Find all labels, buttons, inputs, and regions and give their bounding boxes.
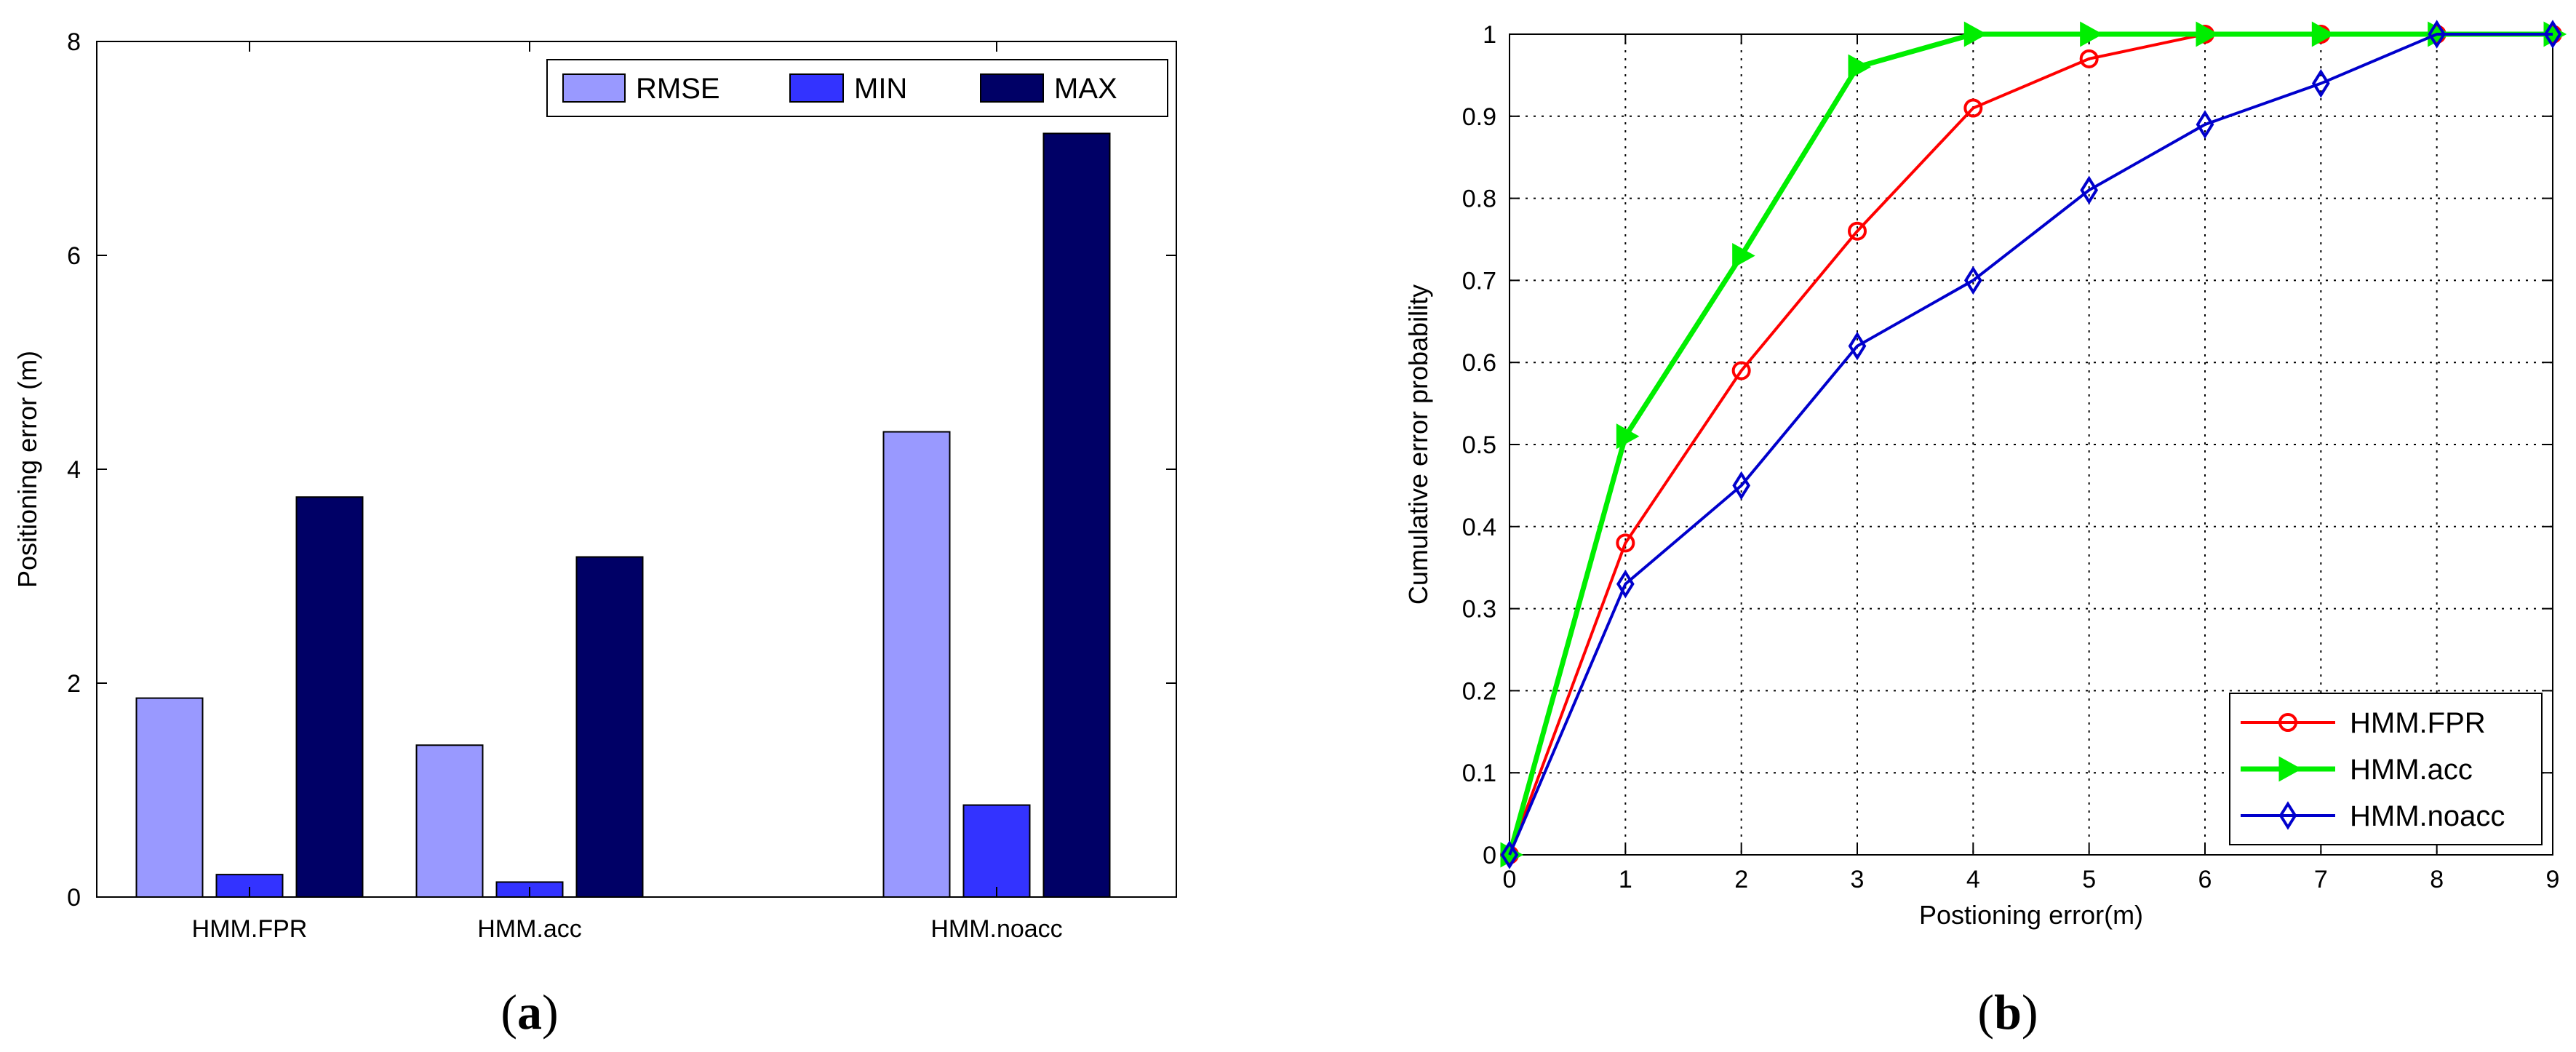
y-tick-label: 0.2 [1462,677,1496,705]
x-axis-label: Postioning error(m) [1919,900,2143,930]
legend-swatch-rmse [562,73,626,103]
data-point-hmm-noacc [1732,471,1751,501]
y-tick-label: 0.6 [1462,349,1496,377]
data-point-hmm-acc [2311,21,2335,47]
caption-b: (b) [1977,984,2038,1040]
x-tick-label: 2 [1734,866,1748,893]
data-point-hmm-noacc [2543,20,2562,49]
data-point-hmm-noacc [1500,840,1519,869]
legend-label-hmm-noacc: HMM.noacc [2350,800,2505,832]
y-tick-label: 0.1 [1462,760,1496,787]
data-point-hmm-noacc [2311,68,2330,98]
y-tick-label: 2 [67,670,81,698]
data-point-hmm-acc [1732,243,1755,269]
y-tick-label: 4 [67,456,81,484]
y-axis-label: Positioning error (m) [12,351,42,588]
caption-a: (a) [501,984,558,1040]
data-point-hmm-noacc [1616,569,1635,599]
legend-marker-hmm-fpr [2278,713,2297,732]
data-point-hmm-fpr [1848,221,1867,241]
data-point-hmm-noacc [2428,20,2447,49]
y-tick-label: 0.8 [1462,186,1496,213]
legend-label-hmm-acc: HMM.acc [2350,754,2473,786]
legend-marker-hmm-acc [2278,756,2302,782]
x-tick-label: 8 [2430,866,2444,893]
data-point-hmm-acc [1848,54,1872,80]
y-tick-label: 0.4 [1462,514,1496,541]
y-tick-label: 0.5 [1462,431,1496,459]
y-tick-label: 8 [67,28,81,56]
x-tick-label: HMM.acc [477,915,582,943]
data-point-hmm-acc [2080,21,2103,47]
data-point-hmm-noacc [1848,331,1867,361]
data-point-hmm-fpr [1963,98,1983,118]
data-point-hmm-noacc [1963,266,1982,295]
y-tick-label: 0 [67,884,81,912]
legend-swatch-min [789,73,844,103]
x-tick-label: HMM.FPR [192,915,308,943]
x-tick-label: 9 [2546,866,2560,893]
x-tick-label: 4 [1966,866,1980,893]
x-tick-label: 3 [1851,866,1865,893]
series-line-hmm-noacc [1508,33,2553,856]
bar-chart-a: 0 2 4 6 8 HMM.FPR HMM.acc HMM.noacc Positioning … [12,28,1177,943]
bar-rmse [882,431,951,898]
x-tick-label: 1 [1619,866,1632,893]
x-tick-label: 5 [2082,866,2096,893]
bar-max [575,556,644,898]
legend-label-min: MIN [854,73,907,105]
data-point-hmm-acc [1963,21,1987,47]
legend-a [546,59,1168,117]
line-chart-b: 0 1 2 3 4 5 6 7 8 9 0 0.1 0.2 0.3 0.4 0.5 0.6 0.7 0.8 0.9 1 P… [1403,20,2567,930]
legend-marker-hmm-noacc [2278,801,2297,830]
series-line-hmm-acc [1507,31,2553,856]
y-tick-label: 1 [1483,21,1496,49]
y-tick-label: 6 [67,242,81,270]
x-tick-label: 0 [1503,866,1517,893]
bar-max [295,496,364,898]
y-tick-label: 0.9 [1462,103,1496,131]
x-tick-label: HMM.noacc [930,915,1062,943]
data-point-hmm-fpr [1616,533,1635,553]
bar-rmse [415,744,484,898]
y-tick-label: 0.7 [1462,267,1496,295]
bar-min [962,804,1031,898]
x-tick-label: 6 [2198,866,2212,893]
bar-rmse [135,697,204,898]
legend-swatch-max [980,73,1044,103]
legend-label-max: MAX [1054,73,1117,105]
x-tick-label: 7 [2314,866,2328,893]
data-point-hmm-noacc [2196,110,2214,139]
y-tick-label: 0.3 [1462,596,1496,623]
legend-label-hmm-fpr: HMM.FPR [2350,707,2486,739]
y-tick-label: 0 [1483,842,1496,869]
data-point-hmm-noacc [2080,175,2099,205]
data-point-hmm-fpr [2079,49,2099,68]
y-axis-label: Cumulative error probability [1403,284,1433,605]
bar-max [1042,132,1111,898]
data-point-hmm-acc [1616,423,1640,450]
data-point-hmm-acc [2196,21,2220,47]
legend-label-rmse: RMSE [636,73,720,105]
data-point-hmm-fpr [1731,361,1751,380]
